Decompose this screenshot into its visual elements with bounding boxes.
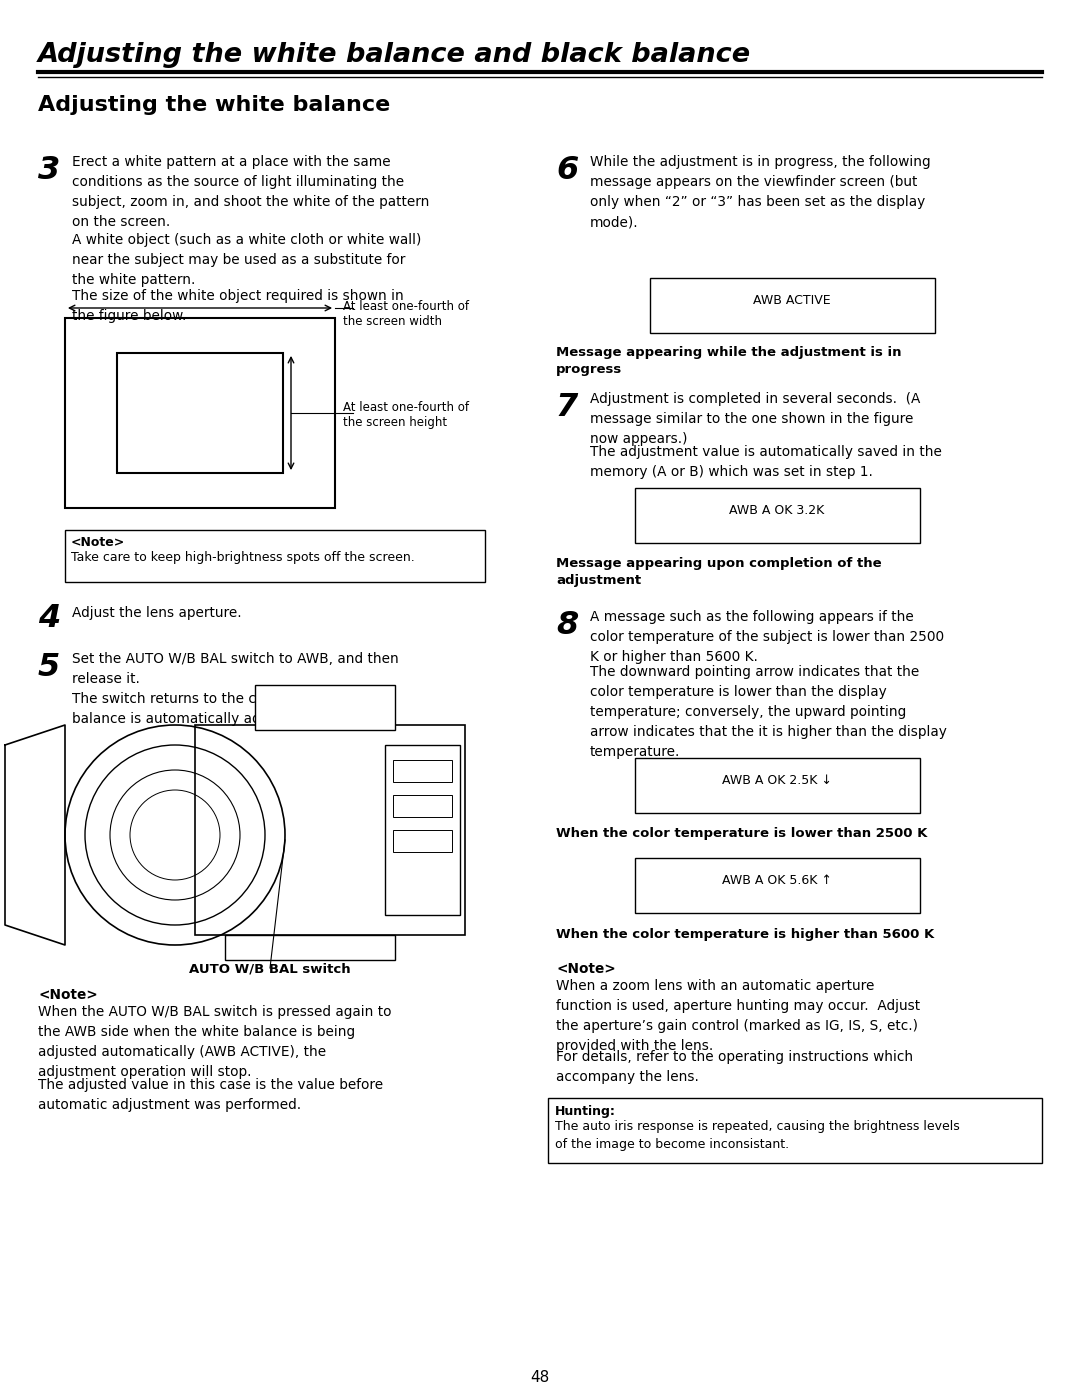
Text: AWB ACTIVE: AWB ACTIVE bbox=[753, 295, 831, 307]
Text: A white object (such as a white cloth or white wall)
near the subject may be use: A white object (such as a white cloth or… bbox=[72, 233, 421, 288]
Text: <Note>: <Note> bbox=[556, 963, 616, 977]
Text: A message such as the following appears if the
color temperature of the subject : A message such as the following appears … bbox=[590, 610, 944, 664]
Text: The switch returns to the center, and the white
balance is automatically adjuste: The switch returns to the center, and th… bbox=[72, 692, 395, 726]
Text: The auto iris response is repeated, causing the brightness levels
of the image t: The auto iris response is repeated, caus… bbox=[555, 1120, 960, 1151]
Text: 3: 3 bbox=[38, 155, 60, 186]
Text: The adjustment value is automatically saved in the
memory (A or B) which was set: The adjustment value is automatically sa… bbox=[590, 446, 942, 479]
Text: At least one-fourth of
the screen width: At least one-fourth of the screen width bbox=[343, 300, 469, 328]
Bar bbox=[548, 1098, 1042, 1162]
Text: When the AUTO W/B BAL switch is pressed again to
the AWB side when the white bal: When the AUTO W/B BAL switch is pressed … bbox=[38, 1004, 391, 1078]
Text: 4: 4 bbox=[38, 604, 60, 634]
Bar bbox=[117, 353, 283, 474]
Bar bbox=[384, 745, 460, 915]
Bar bbox=[635, 858, 920, 914]
Bar bbox=[255, 685, 395, 731]
Text: Adjustment is completed in several seconds.  (A
message similar to the one shown: Adjustment is completed in several secon… bbox=[590, 393, 920, 446]
Text: When a zoom lens with an automatic aperture
function is used, aperture hunting m: When a zoom lens with an automatic apert… bbox=[556, 979, 920, 1053]
Text: When the color temperature is higher than 5600 K: When the color temperature is higher tha… bbox=[556, 928, 934, 942]
Text: Hunting:: Hunting: bbox=[555, 1105, 616, 1118]
Text: While the adjustment is in progress, the following
message appears on the viewfi: While the adjustment is in progress, the… bbox=[590, 155, 931, 229]
Bar bbox=[393, 760, 453, 782]
Text: Adjust the lens aperture.: Adjust the lens aperture. bbox=[72, 606, 242, 620]
Bar bbox=[65, 319, 335, 509]
Text: At least one-fourth of
the screen height: At least one-fourth of the screen height bbox=[343, 401, 469, 429]
Bar bbox=[393, 795, 453, 817]
Bar bbox=[635, 488, 920, 543]
Bar bbox=[635, 759, 920, 813]
Text: 7: 7 bbox=[556, 393, 578, 423]
Text: AWB A OK 3.2K: AWB A OK 3.2K bbox=[729, 504, 825, 517]
Bar bbox=[225, 935, 395, 960]
Bar bbox=[195, 725, 465, 935]
Text: The adjusted value in this case is the value before
automatic adjustment was per: The adjusted value in this case is the v… bbox=[38, 1078, 383, 1112]
Bar bbox=[650, 278, 935, 332]
Text: Adjusting the white balance and black balance: Adjusting the white balance and black ba… bbox=[38, 42, 751, 68]
Text: AUTO W/B BAL switch: AUTO W/B BAL switch bbox=[189, 963, 351, 975]
Text: Message appearing upon completion of the
adjustment: Message appearing upon completion of the… bbox=[556, 557, 881, 587]
Text: Adjusting the white balance: Adjusting the white balance bbox=[38, 95, 390, 115]
Text: For details, refer to the operating instructions which
accompany the lens.: For details, refer to the operating inst… bbox=[556, 1051, 913, 1084]
Polygon shape bbox=[5, 725, 65, 944]
Bar bbox=[65, 529, 485, 583]
Text: 48: 48 bbox=[530, 1370, 550, 1384]
Text: 8: 8 bbox=[556, 610, 578, 641]
Text: AWB A OK 2.5K ↓: AWB A OK 2.5K ↓ bbox=[723, 774, 832, 788]
Text: Erect a white pattern at a place with the same
conditions as the source of light: Erect a white pattern at a place with th… bbox=[72, 155, 430, 229]
Text: <Note>: <Note> bbox=[38, 988, 98, 1002]
Text: Set the AUTO W/B BAL switch to AWB, and then
release it.: Set the AUTO W/B BAL switch to AWB, and … bbox=[72, 652, 399, 686]
Text: 6: 6 bbox=[556, 155, 578, 186]
Text: Take care to keep high-brightness spots off the screen.: Take care to keep high-brightness spots … bbox=[71, 550, 415, 564]
Text: <Note>: <Note> bbox=[71, 536, 125, 549]
Text: The downward pointing arrow indicates that the
color temperature is lower than t: The downward pointing arrow indicates th… bbox=[590, 665, 947, 759]
Text: Message appearing while the adjustment is in
progress: Message appearing while the adjustment i… bbox=[556, 346, 902, 376]
Text: AWB A OK 5.6K ↑: AWB A OK 5.6K ↑ bbox=[723, 875, 832, 887]
Text: 5: 5 bbox=[38, 652, 60, 683]
Text: When the color temperature is lower than 2500 K: When the color temperature is lower than… bbox=[556, 827, 928, 840]
Text: The size of the white object required is shown in
the figure below.: The size of the white object required is… bbox=[72, 289, 404, 323]
Bar bbox=[393, 830, 453, 852]
